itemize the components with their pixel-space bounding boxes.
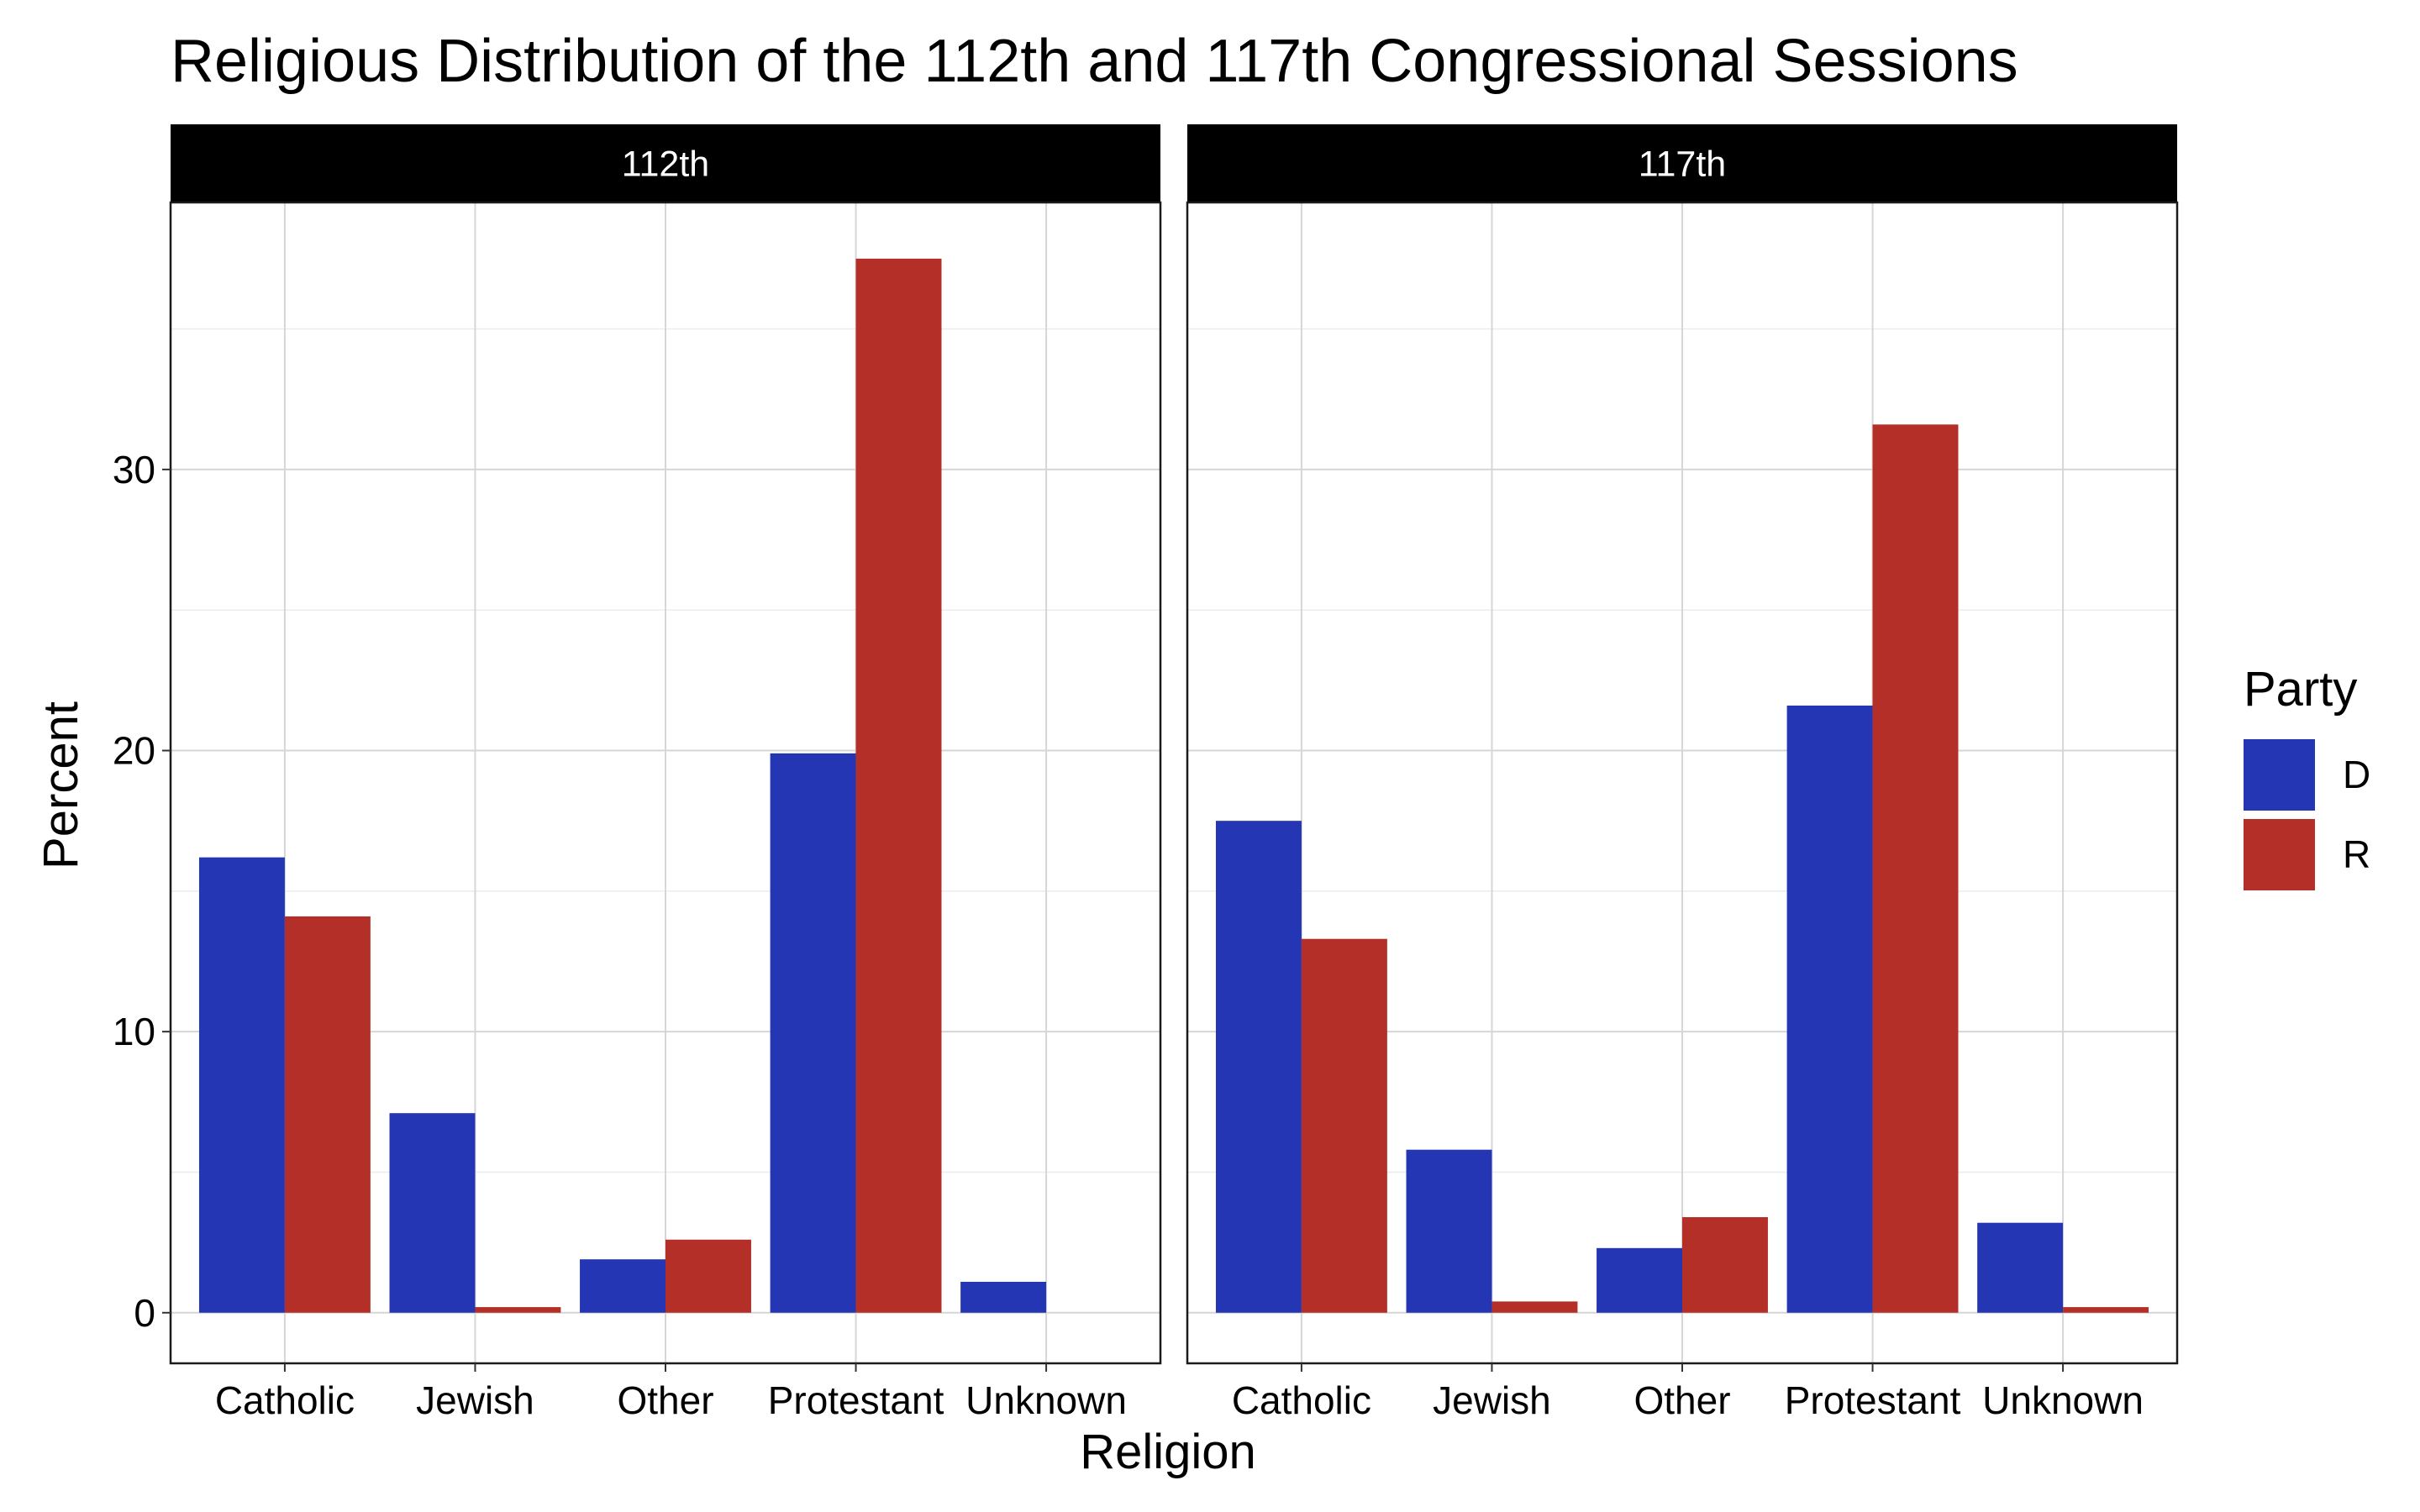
x-tick-label: Catholic bbox=[1232, 1378, 1371, 1422]
x-tick-label: Unknown bbox=[965, 1378, 1127, 1422]
legend-title: Party bbox=[2244, 662, 2357, 717]
bar-d-catholic bbox=[1215, 821, 1302, 1313]
bar-d-jewish bbox=[1406, 1149, 1492, 1313]
legend-key-r bbox=[2244, 819, 2315, 890]
facet-strip bbox=[1187, 124, 2177, 202]
legend-label-d: D bbox=[2343, 753, 2370, 796]
bar-d-protestant bbox=[770, 753, 856, 1313]
facet-panels: 112th Catholic Jewish Other Protestant Unknow… bbox=[113, 124, 2179, 1422]
bar-r-protestant bbox=[1872, 424, 1959, 1313]
y-tick-label: 20 bbox=[113, 729, 155, 773]
bar-d-other bbox=[1597, 1247, 1682, 1313]
y-axis-label: Percent bbox=[34, 701, 88, 869]
bar-r-unknown bbox=[2063, 1307, 2149, 1313]
bar-d-other bbox=[580, 1259, 666, 1313]
bar-r-other bbox=[666, 1239, 751, 1313]
x-tick-label: Jewish bbox=[416, 1378, 534, 1422]
bar-r-other bbox=[1682, 1216, 1768, 1313]
bar-d-unknown bbox=[960, 1281, 1047, 1313]
facet-panel-117th: 117th Catholic Jewish Other Protestant Unknow… bbox=[1186, 124, 2179, 1422]
legend: Party D R bbox=[2244, 662, 2370, 890]
y-tick-label: 10 bbox=[113, 1010, 155, 1053]
facet-strip-label: 117th bbox=[1639, 144, 1726, 185]
facet-strip-label: 112th bbox=[622, 144, 709, 185]
y-tick-label: 0 bbox=[134, 1291, 155, 1335]
bar-r-jewish bbox=[475, 1307, 561, 1313]
y-tick-label: 30 bbox=[113, 448, 155, 491]
x-tick-label: Protestant bbox=[768, 1378, 944, 1422]
facet-panel-112th: 112th Catholic Jewish Other Protestant Unknow… bbox=[113, 124, 1162, 1422]
bar-d-protestant bbox=[1786, 705, 1873, 1313]
x-tick-label: Unknown bbox=[1982, 1378, 2144, 1422]
chart-title: Religious Distribution of the 112th and … bbox=[171, 28, 2018, 95]
x-tick-label: Jewish bbox=[1433, 1378, 1551, 1422]
x-tick-label: Other bbox=[1634, 1378, 1730, 1422]
bar-r-catholic bbox=[284, 916, 371, 1313]
x-tick-label: Protestant bbox=[1785, 1378, 1961, 1422]
bar-d-catholic bbox=[198, 857, 285, 1313]
x-tick-label: Catholic bbox=[215, 1378, 355, 1422]
bar-r-protestant bbox=[855, 258, 942, 1313]
bar-d-jewish bbox=[389, 1113, 476, 1313]
x-tick-label: Other bbox=[617, 1378, 713, 1422]
x-axis-label: Religion bbox=[1080, 1425, 1256, 1479]
bar-d-unknown bbox=[1977, 1222, 2064, 1313]
legend-label-r: R bbox=[2343, 832, 2370, 876]
legend-key-d bbox=[2244, 739, 2315, 811]
bar-r-catholic bbox=[1301, 938, 1387, 1313]
facet-strip bbox=[171, 124, 1160, 202]
bar-r-jewish bbox=[1491, 1301, 1578, 1313]
